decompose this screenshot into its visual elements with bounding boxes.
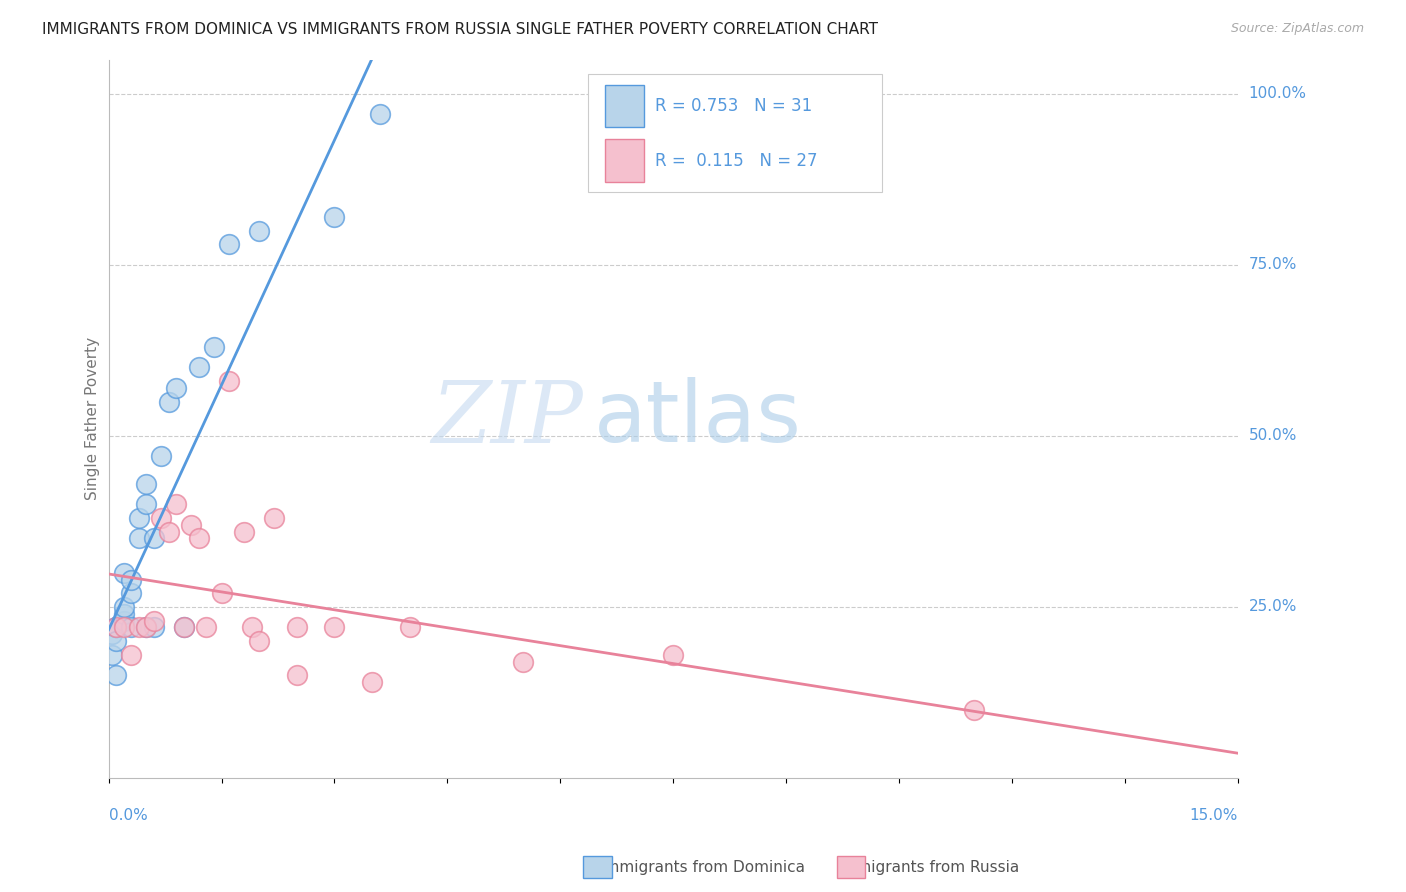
Point	[112, 599, 135, 614]
Point	[361, 675, 384, 690]
Text: R = 0.753   N = 31: R = 0.753 N = 31	[655, 97, 813, 115]
Point	[323, 620, 346, 634]
Point	[157, 524, 180, 539]
Point	[135, 497, 157, 511]
FancyBboxPatch shape	[589, 74, 882, 193]
Point	[128, 511, 150, 525]
Point	[142, 532, 165, 546]
FancyBboxPatch shape	[606, 139, 644, 182]
Point	[135, 620, 157, 634]
Text: Immigrants from Russia: Immigrants from Russia	[837, 860, 1019, 874]
Text: atlas: atlas	[595, 377, 801, 460]
Text: 100.0%: 100.0%	[1249, 87, 1306, 102]
Text: 75.0%: 75.0%	[1249, 257, 1296, 272]
Point	[112, 620, 135, 634]
Text: Immigrants from Dominica: Immigrants from Dominica	[600, 860, 806, 874]
Point	[112, 614, 135, 628]
Point	[120, 573, 142, 587]
Point	[285, 668, 308, 682]
Text: ZIP: ZIP	[430, 377, 582, 460]
Point	[112, 607, 135, 621]
Point	[142, 620, 165, 634]
Point	[165, 497, 187, 511]
Point	[398, 620, 420, 634]
Text: 50.0%: 50.0%	[1249, 428, 1296, 443]
Point	[157, 394, 180, 409]
Point	[120, 648, 142, 662]
Point	[120, 586, 142, 600]
Point	[105, 620, 128, 634]
Point	[173, 620, 195, 634]
Point	[105, 620, 128, 634]
Point	[105, 620, 128, 634]
Point	[247, 224, 270, 238]
Point	[173, 620, 195, 634]
Point	[128, 532, 150, 546]
Point	[105, 668, 128, 682]
Text: 25.0%: 25.0%	[1249, 599, 1296, 615]
Point	[165, 381, 187, 395]
Point	[187, 532, 209, 546]
Point	[112, 566, 135, 580]
Point	[285, 620, 308, 634]
Point	[195, 620, 218, 634]
Y-axis label: Single Father Poverty: Single Father Poverty	[86, 337, 100, 500]
Point	[263, 511, 285, 525]
Point	[240, 620, 263, 634]
Point	[105, 634, 128, 648]
Point	[135, 620, 157, 634]
Text: 15.0%: 15.0%	[1189, 808, 1237, 823]
Point	[202, 340, 225, 354]
Point	[128, 620, 150, 634]
Point	[218, 237, 240, 252]
Point	[662, 648, 685, 662]
Point	[135, 476, 157, 491]
Point	[105, 620, 128, 634]
Point	[963, 702, 986, 716]
Point	[187, 360, 209, 375]
Text: R =  0.115   N = 27: R = 0.115 N = 27	[655, 152, 817, 169]
Point	[211, 586, 233, 600]
Point	[150, 450, 173, 464]
Point	[233, 524, 256, 539]
Point	[323, 210, 346, 224]
Point	[512, 655, 534, 669]
Point	[247, 634, 270, 648]
FancyBboxPatch shape	[606, 85, 644, 128]
Point	[150, 511, 173, 525]
Point	[218, 374, 240, 388]
Text: IMMIGRANTS FROM DOMINICA VS IMMIGRANTS FROM RUSSIA SINGLE FATHER POVERTY CORRELA: IMMIGRANTS FROM DOMINICA VS IMMIGRANTS F…	[42, 22, 879, 37]
Point	[142, 614, 165, 628]
Text: Source: ZipAtlas.com: Source: ZipAtlas.com	[1230, 22, 1364, 36]
Point	[120, 620, 142, 634]
Text: 0.0%: 0.0%	[108, 808, 148, 823]
Point	[101, 627, 124, 641]
Point	[101, 648, 124, 662]
Point	[180, 517, 202, 532]
Point	[368, 107, 391, 121]
